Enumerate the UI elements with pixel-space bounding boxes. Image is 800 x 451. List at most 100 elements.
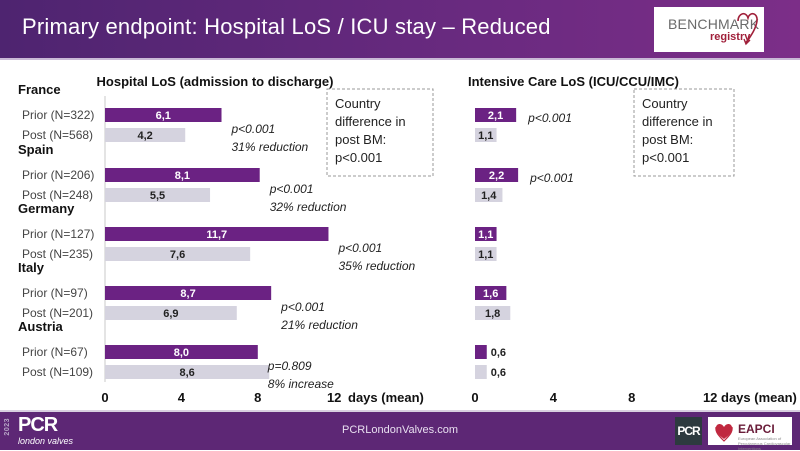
country-label: Italy (18, 260, 45, 275)
p-value-label: p<0.001 (527, 111, 572, 125)
post-bar (475, 128, 497, 142)
annotation-line: p<0.001 (642, 150, 689, 165)
post-bar (105, 306, 237, 320)
post-value-label: 6,9 (163, 308, 178, 320)
chart-canvas: Hospital LoS (admission to discharge) Fr… (18, 74, 797, 405)
post-value-label: 1,1 (478, 249, 493, 261)
header-divider (0, 58, 800, 60)
post-value-label: 8,6 (179, 367, 194, 379)
right-xlabel: days (mean) (721, 390, 797, 405)
post-row-label: Post (N=109) (22, 365, 93, 379)
prior-value-label: 0,6 (491, 347, 506, 359)
p-value-label: p<0.001 (280, 300, 325, 314)
change-label: 8% increase (268, 377, 334, 391)
annotation-line: difference in (642, 114, 713, 129)
icu-los-chart: Intensive Care LoS (ICU/CCU/IMC) 2,1 1,1 p… (468, 74, 797, 405)
left-chart-title: Hospital LoS (admission to discharge) (97, 74, 334, 89)
country-label: France (18, 82, 61, 97)
x-tick-label: 0 (101, 390, 108, 405)
p-value-label: p<0.001 (269, 182, 314, 196)
post-bar (105, 365, 270, 379)
change-label: 31% reduction (232, 140, 309, 154)
left-annotation-box (326, 88, 434, 177)
post-bar (475, 365, 487, 379)
prior-value-label: 1,1 (478, 229, 493, 241)
right-chart-title: Intensive Care LoS (ICU/CCU/IMC) (468, 74, 679, 89)
post-row-label: Post (N=235) (22, 247, 93, 261)
eapci-subtext: European Association of Percutaneous Car… (738, 436, 791, 451)
post-row-label: Post (N=568) (22, 128, 93, 142)
annotation-line: difference in (335, 114, 406, 129)
country-label: Spain (18, 142, 53, 157)
prior-bar (475, 227, 497, 241)
post-value-label: 4,2 (137, 130, 152, 142)
prior-row-label: Prior (N=67) (22, 345, 88, 359)
prior-bar (105, 168, 260, 182)
prior-bar (105, 108, 222, 122)
p-value-label: p<0.001 (529, 171, 574, 185)
x-tick-label: 12 (703, 390, 717, 405)
prior-value-label: 2,1 (488, 110, 503, 122)
slide-title: Primary endpoint: Hospital LoS / ICU sta… (22, 14, 551, 39)
p-value-label: p<0.001 (231, 122, 276, 136)
country-label: Germany (18, 201, 75, 216)
slide-header: Primary endpoint: Hospital LoS / ICU sta… (0, 0, 800, 58)
prior-value-label: 11,7 (206, 229, 227, 241)
post-value-label: 5,5 (150, 190, 165, 202)
post-bar (475, 306, 511, 320)
x-tick-label: 8 (628, 390, 635, 405)
pcr-logo-subtitle: london valves (18, 436, 74, 446)
annotation-line: p<0.001 (335, 150, 382, 165)
annotation-line: Country (335, 96, 381, 111)
hospital-los-chart: Hospital LoS (admission to discharge) Fr… (18, 74, 434, 405)
right-annotation-box (633, 88, 735, 177)
post-bar (475, 188, 503, 202)
post-bar (105, 128, 186, 142)
annotation-line: post BM: (335, 132, 386, 147)
prior-row-label: Prior (N=97) (22, 286, 88, 300)
logo-sub-text: registry (710, 31, 751, 43)
logo-main-text: BENCHMARK (668, 16, 760, 32)
prior-bar (105, 286, 272, 300)
pcr-badge-logo: PCR (675, 417, 702, 445)
post-row-label: Post (N=201) (22, 306, 93, 320)
prior-row-label: Prior (N=127) (22, 227, 94, 241)
slide-footer: 2023 PCR london valves PCRLondonValves.c… (0, 412, 800, 451)
prior-value-label: 8,0 (174, 347, 189, 359)
x-tick-label: 4 (178, 390, 186, 405)
prior-value-label: 8,1 (175, 170, 190, 182)
prior-value-label: 8,7 (180, 288, 195, 300)
prior-value-label: 6,1 (156, 110, 171, 122)
eapci-logo: EAPCI European Association of Percutaneo… (708, 417, 792, 451)
x-tick-label: 12 (327, 390, 341, 405)
post-value-label: 1,4 (481, 190, 497, 202)
heart-icon (737, 12, 758, 46)
annotation-line: Country (642, 96, 688, 111)
benchmark-registry-logo: BENCHMARK registry (654, 7, 764, 52)
post-bar (105, 188, 211, 202)
post-bar (105, 247, 251, 261)
post-value-label: 1,1 (478, 130, 493, 142)
country-label: Austria (18, 319, 64, 334)
prior-value-label: 1,6 (483, 288, 498, 300)
eapci-heart-icon (715, 424, 733, 442)
prior-bar (105, 227, 329, 241)
prior-row-label: Prior (N=322) (22, 108, 94, 122)
eapci-text: EAPCI (738, 422, 775, 436)
footer-url[interactable]: PCRLondonValves.com (342, 424, 458, 436)
post-row-label: Post (N=248) (22, 188, 93, 202)
prior-value-label: 2,2 (489, 170, 504, 182)
change-label: 35% reduction (338, 259, 415, 273)
change-label: 32% reduction (270, 200, 347, 214)
post-value-label: 1,8 (485, 308, 500, 320)
x-tick-label: 0 (471, 390, 478, 405)
post-value-label: 7,6 (170, 249, 185, 261)
p-value-label: p<0.001 (337, 241, 382, 255)
post-value-label: 0,6 (491, 367, 506, 379)
footer-divider (0, 410, 800, 412)
prior-row-label: Prior (N=206) (22, 168, 94, 182)
left-xlabel: days (mean) (348, 390, 424, 405)
x-tick-label: 4 (550, 390, 558, 405)
prior-bar (475, 286, 507, 300)
prior-bar (475, 108, 517, 122)
